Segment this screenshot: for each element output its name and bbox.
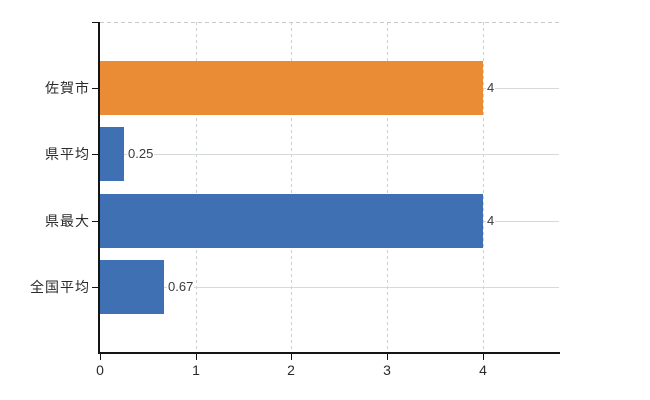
bar	[100, 194, 483, 248]
bar	[100, 127, 124, 181]
value-label: 0.25	[127, 146, 155, 162]
x-tick-label: 3	[383, 362, 391, 378]
x-axis-line	[98, 352, 560, 354]
category-label: 佐賀市	[45, 80, 90, 96]
gridline-horizontal	[102, 154, 559, 155]
gridline-vertical	[386, 22, 388, 353]
x-tick-label: 4	[479, 362, 487, 378]
bar	[100, 61, 483, 115]
gridline-vertical	[482, 22, 484, 353]
category-label: 全国平均	[30, 279, 90, 295]
x-tick-label: 2	[287, 362, 295, 378]
gridline-horizontal	[102, 287, 559, 288]
y-axis-tick	[92, 88, 98, 89]
x-axis-tick	[483, 354, 484, 360]
category-label: 県最大	[45, 213, 90, 229]
y-axis-line	[98, 22, 100, 353]
x-axis-tick	[291, 354, 292, 360]
x-axis-tick	[387, 354, 388, 360]
category-label: 県平均	[45, 146, 90, 162]
value-label: 4	[486, 213, 496, 229]
bar	[100, 260, 164, 314]
x-tick-label: 0	[96, 362, 104, 378]
gridline-vertical	[291, 22, 293, 353]
y-axis-tick	[92, 287, 98, 288]
y-axis-tick	[92, 22, 98, 23]
x-axis-tick	[196, 354, 197, 360]
value-label: 4	[486, 80, 496, 96]
plot-top-border	[100, 22, 559, 23]
value-label: 0.67	[167, 279, 195, 295]
x-axis-tick	[100, 354, 101, 360]
gridline-vertical	[195, 22, 197, 353]
x-tick-label: 1	[192, 362, 200, 378]
y-axis-tick	[92, 154, 98, 155]
y-axis-tick	[92, 221, 98, 222]
